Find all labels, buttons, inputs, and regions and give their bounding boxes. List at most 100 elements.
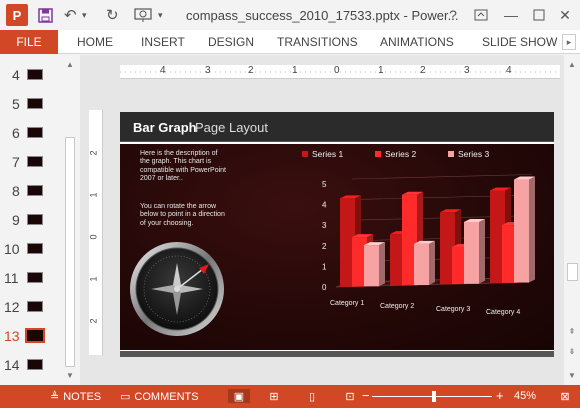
bar-top: [514, 176, 535, 180]
thumbnail-scrollbar[interactable]: ▲ ▼: [62, 55, 78, 385]
slide-thumbnail[interactable]: [27, 156, 43, 167]
reading-view-icon[interactable]: ▯: [308, 390, 316, 403]
ruler-label: 2: [248, 65, 254, 76]
tab-home[interactable]: HOME: [77, 35, 113, 49]
bar-top: [464, 219, 485, 222]
slide-thumbnail[interactable]: [27, 272, 43, 283]
slide-body[interactable]: Here is the description of the graph. Th…: [120, 144, 554, 350]
y-tick-label: 4: [322, 201, 327, 210]
slide-thumbnail[interactable]: [27, 98, 43, 109]
thumbnail-slide-12[interactable]: 12: [0, 295, 62, 321]
comments-button[interactable]: ▭ COMMENTS: [120, 390, 199, 404]
slide-thumbnail[interactable]: [27, 214, 43, 225]
tab-animations[interactable]: ANIMATIONS: [380, 35, 454, 49]
ruler-label: 2: [420, 65, 426, 76]
slide-show-icon[interactable]: ⊡: [345, 390, 355, 403]
scrollbar-thumb[interactable]: [567, 263, 578, 281]
redo-icon[interactable]: ↻: [106, 7, 119, 24]
thumbnail-slide-7[interactable]: 7: [0, 150, 62, 176]
bar-chart[interactable]: Series 1 Series 2 Series 3 0 1 2 3 4 5 Category 1…: [300, 144, 550, 344]
horizontal-ruler: 4 3 2 1 0 1 2 3 4: [120, 65, 560, 79]
previous-slide-icon[interactable]: ⇞: [568, 326, 576, 336]
bar: [402, 194, 417, 286]
slide-title-rest[interactable]: Page Layout: [195, 120, 269, 135]
zoom-in-button[interactable]: +: [496, 388, 504, 403]
thumbnail-slide-13[interactable]: 13: [0, 324, 62, 350]
zoom-slider-knob[interactable]: [432, 391, 436, 402]
category-label: Category 3: [436, 306, 470, 313]
fit-slide-icon[interactable]: ⊠: [560, 390, 570, 403]
scroll-up-icon[interactable]: ▲: [66, 59, 74, 69]
notes-label: NOTES: [63, 390, 102, 403]
undo-icon[interactable]: ↶: [64, 7, 77, 24]
slide-thumbnail[interactable]: [27, 301, 43, 312]
slide-thumbnail[interactable]: [27, 243, 43, 254]
minimize-button[interactable]: —: [504, 7, 518, 23]
zoom-level[interactable]: 45%: [514, 390, 537, 402]
bar: [452, 247, 467, 285]
slide-number: 14: [4, 357, 20, 373]
help-button[interactable]: ?: [449, 7, 457, 23]
ruler-label: 1: [292, 65, 298, 76]
bar: [390, 234, 405, 286]
slide-canvas[interactable]: Bar Graph Page Layout Here is the descri…: [120, 112, 554, 357]
tab-file[interactable]: FILE: [0, 30, 58, 54]
bar-side: [379, 242, 385, 287]
scroll-up-icon[interactable]: ▲: [568, 59, 576, 69]
bar-side: [529, 176, 535, 283]
scroll-down-icon[interactable]: ▼: [568, 370, 576, 380]
thumbnail-slide-4[interactable]: 4: [0, 63, 62, 89]
powerpoint-logo-icon: P: [6, 4, 28, 26]
thumbnail-slide-6[interactable]: 6: [0, 121, 62, 147]
thumbnail-slide-11[interactable]: 11: [0, 266, 62, 292]
normal-view-icon[interactable]: ▣: [228, 389, 250, 403]
customize-qat-icon[interactable]: ▾: [158, 9, 163, 20]
slide-thumbnail-selected[interactable]: [25, 328, 45, 343]
legend-label: Series 3: [458, 149, 489, 159]
start-from-beginning-icon[interactable]: [134, 6, 152, 24]
chart-description-text[interactable]: Here is the description of the graph. Th…: [140, 150, 226, 183]
comment-icon: ▭: [120, 391, 131, 403]
slide-title-bar[interactable]: Bar Graph Page Layout: [120, 112, 554, 142]
bar: [414, 243, 429, 286]
save-icon[interactable]: [38, 6, 53, 24]
thumbnail-slide-5[interactable]: 5: [0, 92, 62, 118]
rotate-instructions-text[interactable]: You can rotate the arrow below to point …: [140, 203, 225, 227]
status-bar: ≜ NOTES ▭ COMMENTS ▣ ⊞ ▯ ⊡ − + 45% ⊠: [0, 385, 580, 408]
ruler-label: 1: [378, 65, 384, 76]
maximize-button[interactable]: [528, 5, 550, 25]
slide-number: 8: [12, 183, 20, 199]
thumbnail-slide-8[interactable]: 8: [0, 179, 62, 205]
slide-footer-bar: [120, 351, 554, 357]
scroll-down-icon[interactable]: ▼: [66, 370, 74, 380]
zoom-out-button[interactable]: −: [362, 388, 370, 403]
tab-transitions[interactable]: TRANSITIONS: [277, 35, 358, 49]
notes-button[interactable]: ≜ NOTES: [50, 390, 102, 404]
slide-sorter-icon[interactable]: ⊞: [269, 390, 279, 403]
undo-dropdown-icon[interactable]: ▾: [82, 9, 87, 20]
bar: [352, 237, 367, 287]
y-tick-label: 3: [322, 221, 327, 230]
tab-design[interactable]: DESIGN: [208, 35, 255, 49]
bar-top: [340, 195, 361, 199]
slide-scrollbar[interactable]: ▲ ⇞ ⇟ ▼: [564, 55, 580, 385]
slide-thumbnail[interactable]: [27, 359, 43, 370]
next-slide-icon[interactable]: ⇟: [568, 346, 576, 356]
bar: [502, 225, 517, 283]
tab-slide-show[interactable]: SLIDE SHOW: [482, 35, 558, 49]
more-tabs-icon[interactable]: ▸: [562, 34, 576, 50]
close-button[interactable]: ✕: [559, 6, 571, 23]
compass-icon[interactable]: [127, 239, 227, 339]
tab-insert[interactable]: INSERT: [141, 35, 185, 49]
y-tick-label: 2: [322, 242, 327, 251]
slide-title-bold[interactable]: Bar Graph: [133, 120, 197, 135]
slide-thumbnail[interactable]: [27, 185, 43, 196]
scrollbar-thumb[interactable]: [65, 137, 75, 367]
thumbnail-slide-10[interactable]: 10: [0, 237, 62, 263]
thumbnail-slide-14[interactable]: 14: [0, 353, 62, 379]
thumbnail-slide-9[interactable]: 9: [0, 208, 62, 234]
vertical-ruler: 2 1 0 1 2: [89, 110, 103, 355]
ribbon-display-options-icon[interactable]: [470, 5, 492, 25]
slide-thumbnail[interactable]: [27, 127, 43, 138]
slide-thumbnail[interactable]: [27, 69, 43, 80]
